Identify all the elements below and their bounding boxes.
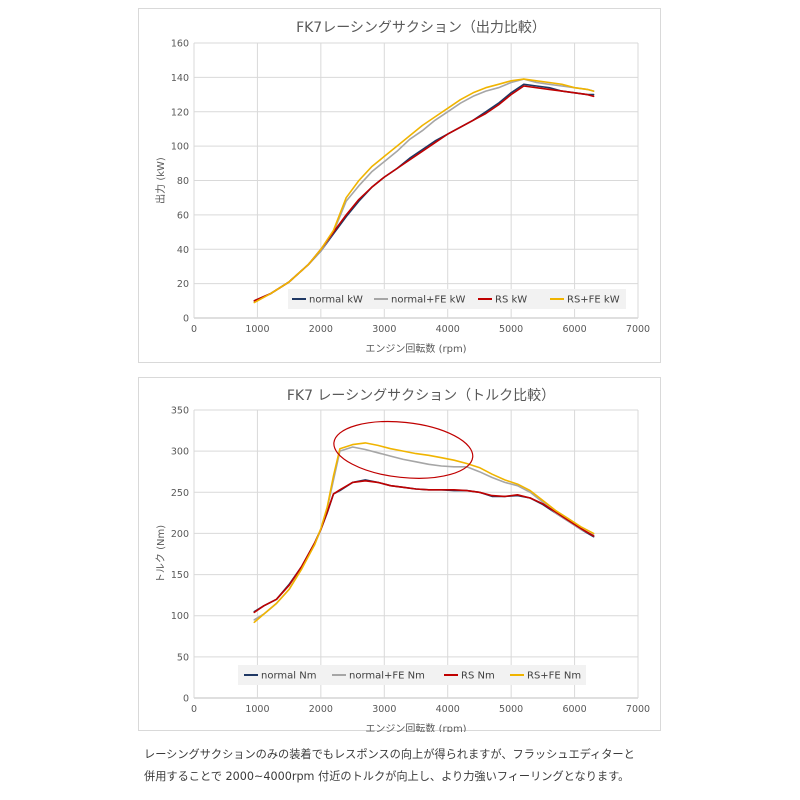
torque-x-tick-label: 5000 (499, 704, 523, 715)
torque-chart-svg: FK7 レーシングサクション（トルク比較） 0 50 100 150 200 250 300 3… (155, 388, 650, 732)
torque-legend-label-4: RS+FE Nm (527, 671, 581, 682)
torque-series-line-3 (253, 480, 595, 614)
power-x-tick-label: 3000 (372, 324, 396, 335)
power-x-tick-label: 0 (191, 324, 197, 335)
power-y-tick-label: 80 (177, 176, 189, 187)
power-y-tick-label: 20 (177, 279, 189, 290)
torque-x-tick-label: 4000 (436, 704, 460, 715)
power-y-tick-label: 120 (171, 107, 189, 118)
torque-y-tick-label: 250 (171, 488, 189, 499)
torque-y-tick-label: 300 (171, 447, 189, 458)
torque-legend-label-3: RS Nm (461, 671, 495, 682)
torque-y-tick-label: 350 (171, 406, 189, 417)
power-legend-label-4: RS+FE kW (567, 295, 620, 306)
power-y-tick-label: 100 (171, 142, 189, 153)
power-x-tick-label: 7000 (626, 324, 650, 335)
power-legend-label-1: normal kW (309, 295, 363, 306)
power-y-axis-title: 出力 (kW) (154, 157, 167, 204)
power-y-tick-label: 140 (171, 73, 189, 84)
torque-chart: FK7 レーシングサクション（トルク比較） 0 50 100 150 200 250 300 3… (138, 377, 661, 732)
power-series-line-4 (253, 78, 595, 304)
power-x-axis-title: エンジン回転数 (rpm) (365, 342, 466, 355)
torque-legend-label-2: normal+FE Nm (349, 671, 425, 682)
torque-y-tick-label: 50 (177, 652, 189, 663)
power-chart-title: FK7レーシングサクション（出力比較） (296, 20, 546, 36)
power-x-tick-label: 4000 (436, 324, 460, 335)
power-legend-label-2: normal+FE kW (391, 295, 465, 306)
torque-x-tick-label: 6000 (562, 704, 586, 715)
torque-series-line-4 (253, 442, 595, 624)
torque-highlight-ellipse (333, 420, 474, 479)
torque-y-axis-title: トルク (Nm) (155, 525, 167, 583)
power-y-tick-label: 40 (177, 245, 189, 256)
torque-y-tick-label: 0 (183, 694, 189, 705)
power-chart-svg: FK7レーシングサクション（出力比較） 0 20 40 60 80 100 120 140 160… (154, 20, 650, 355)
torque-chart-title: FK7 レーシングサクション（トルク比較） (287, 388, 555, 404)
power-x-tick-label: 2000 (309, 324, 333, 335)
power-x-tick-label: 6000 (562, 324, 586, 335)
power-chart: FK7レーシングサクション（出力比較） 0 20 40 60 80 100 120 140 160… (138, 8, 661, 363)
torque-x-tick-label: 0 (191, 704, 197, 715)
power-x-tick-label: 5000 (499, 324, 523, 335)
caption-line-1: レーシングサクションのみの装着でもレスポンスの向上が得られますが、フラッシュエデ… (144, 748, 635, 761)
torque-legend-label-1: normal Nm (261, 671, 316, 682)
power-y-tick-label: 60 (177, 210, 189, 221)
power-y-tick-label: 0 (183, 314, 189, 325)
caption-text: レーシングサクションのみの装着でもレスポンスの向上が得られますが、フラッシュエデ… (144, 744, 784, 788)
torque-x-tick-label: 2000 (309, 704, 333, 715)
power-legend-box (288, 289, 626, 309)
torque-x-tick-label: 3000 (372, 704, 396, 715)
power-series-line-3 (253, 85, 595, 302)
torque-x-tick-label: 7000 (626, 704, 650, 715)
torque-y-tick-label: 200 (171, 529, 189, 540)
power-x-tick-label: 1000 (245, 324, 269, 335)
torque-legend-box (238, 665, 586, 685)
power-y-tick-label: 160 (171, 39, 189, 50)
caption-line-2: 併用することで 2000~4000rpm 付近のトルクが向上し、より力強いフィー… (144, 770, 630, 783)
torque-y-tick-label: 150 (171, 570, 189, 581)
torque-y-tick-label: 100 (171, 611, 189, 622)
torque-x-axis-title: エンジン回転数 (rpm) (365, 722, 466, 732)
torque-x-tick-label: 1000 (245, 704, 269, 715)
power-legend-label-3: RS kW (495, 295, 527, 306)
